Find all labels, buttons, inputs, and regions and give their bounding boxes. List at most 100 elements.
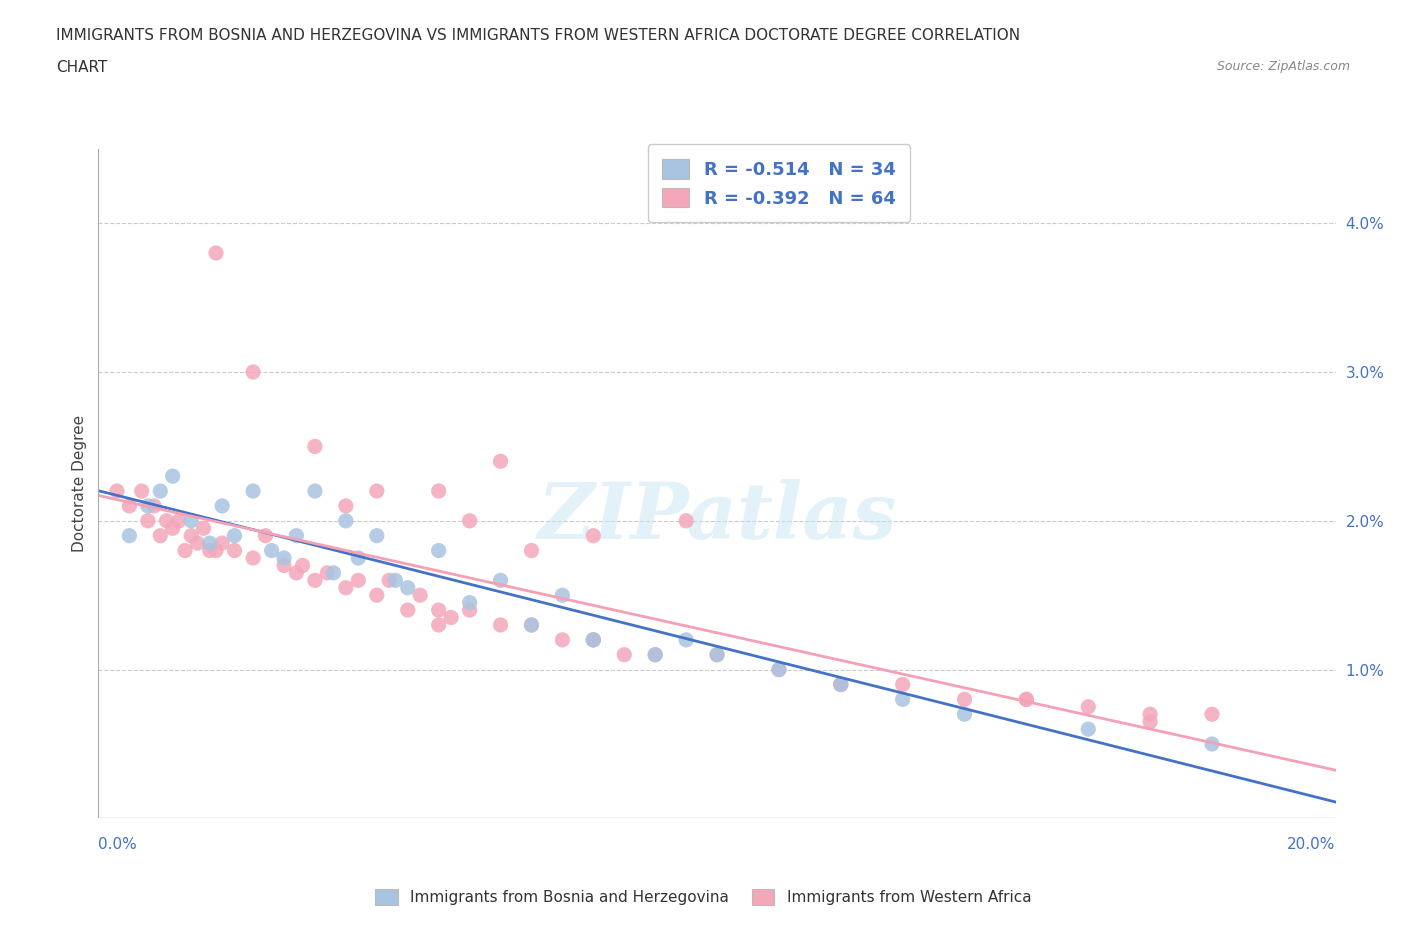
Point (118, 528, 141, 543)
Point (1201, 707, 1223, 722)
Point (211, 498, 233, 513)
Point (891, 677, 914, 692)
Text: ZIPatlas: ZIPatlas (537, 479, 897, 555)
Point (427, 543, 450, 558)
Point (953, 707, 976, 722)
Point (582, 632, 605, 647)
Point (644, 647, 666, 662)
Point (335, 513, 357, 528)
Point (440, 610, 463, 625)
Point (520, 543, 543, 558)
Text: Source: ZipAtlas.com: Source: ZipAtlas.com (1216, 60, 1350, 73)
Point (155, 513, 177, 528)
Point (205, 246, 228, 260)
Point (1015, 692, 1038, 707)
Point (830, 677, 852, 692)
Point (118, 498, 141, 513)
Point (304, 484, 326, 498)
Point (167, 513, 190, 528)
Point (427, 603, 450, 618)
Text: CHART: CHART (56, 60, 108, 75)
Text: 0.0%: 0.0% (98, 837, 138, 852)
Point (335, 498, 357, 513)
Point (180, 513, 202, 528)
Point (1015, 692, 1038, 707)
Point (347, 551, 370, 565)
Point (143, 498, 166, 513)
Point (174, 543, 197, 558)
Point (186, 536, 208, 551)
Point (316, 565, 339, 580)
Point (489, 618, 512, 632)
Point (366, 588, 388, 603)
Point (396, 603, 419, 618)
Point (953, 692, 976, 707)
Point (378, 573, 401, 588)
Point (224, 528, 246, 543)
Point (458, 513, 481, 528)
Point (644, 647, 666, 662)
Point (366, 528, 388, 543)
Point (551, 588, 574, 603)
Point (582, 632, 605, 647)
Point (520, 618, 543, 632)
Point (149, 528, 172, 543)
Point (768, 662, 790, 677)
Point (136, 513, 159, 528)
Point (675, 632, 697, 647)
Text: 20.0%: 20.0% (1288, 837, 1336, 852)
Point (706, 647, 728, 662)
Point (1139, 714, 1161, 729)
Y-axis label: Doctorate Degree: Doctorate Degree (72, 415, 87, 552)
Point (347, 573, 370, 588)
Point (427, 484, 450, 498)
Point (458, 595, 481, 610)
Point (273, 558, 295, 573)
Point (254, 528, 277, 543)
Point (891, 692, 914, 707)
Point (105, 484, 128, 498)
Point (613, 647, 636, 662)
Point (304, 439, 326, 454)
Point (706, 647, 728, 662)
Point (136, 498, 159, 513)
Point (409, 588, 432, 603)
Point (291, 558, 314, 573)
Point (273, 551, 295, 565)
Point (285, 528, 308, 543)
Point (396, 580, 419, 595)
Point (322, 565, 344, 580)
Legend: Immigrants from Bosnia and Herzegovina, Immigrants from Western Africa: Immigrants from Bosnia and Herzegovina, … (367, 882, 1039, 913)
Point (335, 580, 357, 595)
Point (768, 662, 790, 677)
Point (285, 565, 308, 580)
Point (830, 677, 852, 692)
Point (520, 618, 543, 632)
Point (304, 573, 326, 588)
Point (1077, 722, 1099, 737)
Point (242, 551, 264, 565)
Point (366, 484, 388, 498)
Point (830, 677, 852, 692)
Point (1139, 707, 1161, 722)
Point (675, 513, 697, 528)
Point (489, 573, 512, 588)
Point (489, 454, 512, 469)
Point (582, 632, 605, 647)
Point (180, 528, 202, 543)
Point (1077, 699, 1099, 714)
Point (193, 521, 215, 536)
Point (551, 632, 574, 647)
Point (211, 536, 233, 551)
Point (149, 484, 172, 498)
Point (224, 543, 246, 558)
Point (260, 543, 283, 558)
Point (384, 573, 406, 588)
Legend: R = -0.514   N = 34, R = -0.392   N = 64: R = -0.514 N = 34, R = -0.392 N = 64 (648, 144, 910, 222)
Point (582, 528, 605, 543)
Point (427, 618, 450, 632)
Point (458, 603, 481, 618)
Point (242, 365, 264, 379)
Point (198, 543, 221, 558)
Point (162, 521, 184, 536)
